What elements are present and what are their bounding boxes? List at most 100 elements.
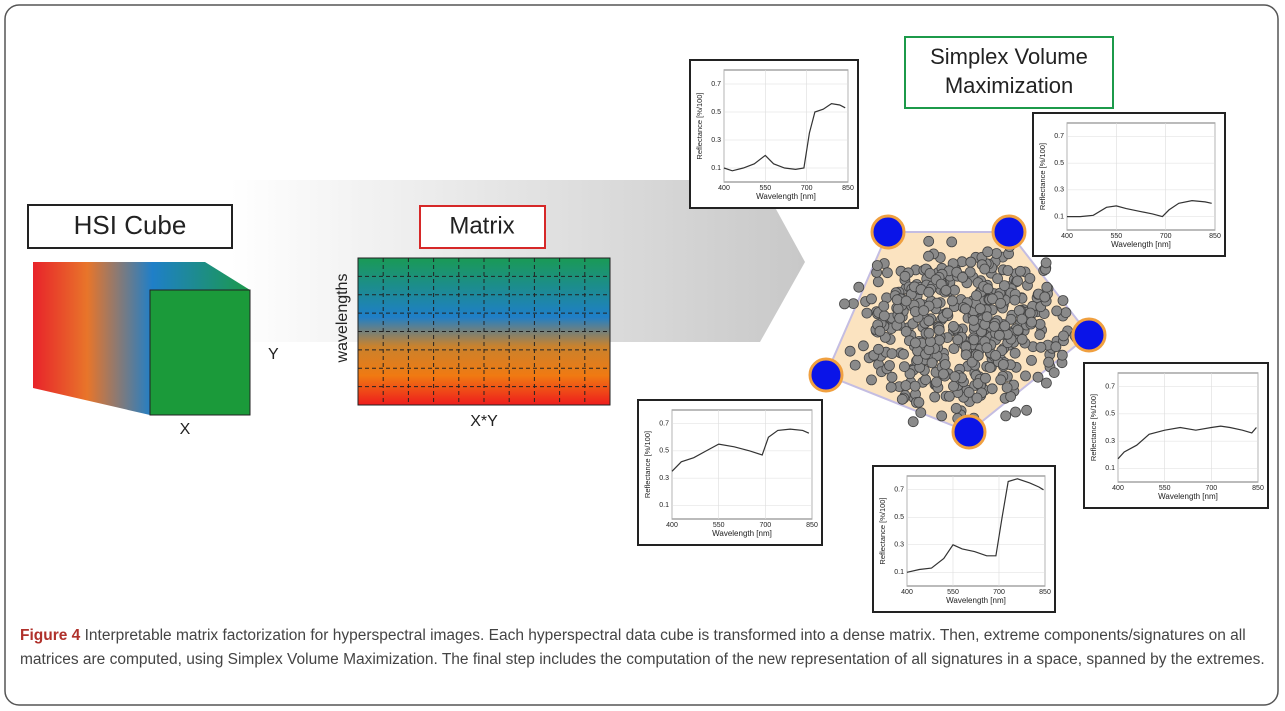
x-tick-label: 550 [1159,485,1171,492]
cloud-point [1048,367,1060,379]
cube-y: Y [268,346,279,363]
cloud-point [1009,294,1021,306]
cloud-point [972,350,984,361]
cloud-point [1060,307,1072,319]
cloud-point [1050,341,1062,353]
cloud-point [952,334,964,346]
spectrum-line [671,428,810,472]
cloud-point [948,380,959,392]
y-tick-label: 0.1 [1054,213,1064,220]
cloud-point [886,348,898,360]
cloud-point [899,270,911,282]
spectrum-line [1117,425,1257,460]
cloud-point [948,343,960,355]
cloud-point [957,271,968,283]
cloud-point [979,263,991,275]
cloud-point [878,310,890,322]
cloud-point [904,368,916,380]
cloud-point [929,391,941,403]
vertices [808,214,1107,450]
cloud-point [943,390,955,402]
hsi-label: HSI Cube [74,210,187,240]
cloud-point [923,235,935,247]
cloud-point [982,246,994,258]
cloud-point [966,356,978,368]
cloud-point [989,320,1000,332]
cloud-point [923,327,935,339]
cloud-point [971,290,982,302]
cloud-point [918,305,930,317]
plot-frame [637,399,823,546]
cloud-point [1040,257,1052,269]
cloud-point [968,334,980,346]
cloud-point [981,342,993,354]
vertex [808,357,844,393]
cloud-point [950,402,962,414]
x-tick-label: 550 [713,522,725,529]
y-tick-label: 0.3 [659,475,669,482]
cloud-point [936,410,948,422]
cloud-point [1012,275,1023,287]
cloud-point [1058,330,1069,342]
cloud-point [980,372,991,384]
cloud-point [946,236,958,248]
cloud-point [1002,265,1014,276]
x-tick-label: 550 [947,589,959,596]
cloud-point [853,281,865,293]
cloud-point [913,396,925,408]
cloud-point [987,293,998,305]
cloud-point [923,250,934,262]
cloud-point [900,380,912,391]
vertex [870,214,906,250]
cloud-point [972,378,984,389]
cloud-point [866,293,877,305]
plot-frame [1083,362,1269,509]
x-tick-label: 850 [806,522,818,529]
cloud-point [873,343,884,355]
cloud-point [923,315,935,327]
cloud-point [926,357,938,369]
cloud-point [923,286,935,298]
cloud-point [948,320,959,332]
x-tick-label: 400 [901,589,913,596]
cloud-point [995,374,1007,386]
cloud-point [871,260,883,271]
y-tick-label: 0.3 [894,542,904,549]
cloud-point [947,295,958,307]
y-tick-label: 0.5 [1105,411,1115,418]
cloud-point [882,267,893,279]
cloud-point [920,374,931,386]
x-tick-label: 700 [1160,233,1172,240]
vertex [951,414,987,450]
y-axis-label: Reflectance [%/100] [1038,143,1047,210]
cloud-point [964,266,976,278]
y-tick-label: 0.7 [1105,383,1115,390]
cloud-point [1041,281,1053,293]
cloud-point [839,298,850,310]
spectrum-line [906,478,1044,573]
vertex [991,214,1027,250]
cloud-point [899,361,910,373]
cloud-point [866,374,877,386]
y-tick-label: 0.7 [711,81,721,88]
x-axis-label: Wavelength [nm] [1111,240,1171,249]
y-tick-label: 0.5 [894,514,904,521]
cloud-point [965,256,977,268]
cloud-point [981,311,993,323]
cube-side [149,289,251,416]
x-axis-label: Wavelength [nm] [712,529,772,538]
frame [4,4,1279,706]
cloud-point [886,371,898,383]
cloud-point [990,349,1001,361]
cloud-point [1016,313,1028,325]
cloud-point [900,326,912,337]
y-tick-label: 0.7 [894,487,904,494]
cloud-point [971,392,983,404]
cloud-point [992,273,1003,285]
cloud-point [910,337,921,349]
y-tick-label: 0.5 [659,448,669,455]
cloud-point [1043,356,1054,368]
y-tick-label: 0.1 [894,569,904,576]
